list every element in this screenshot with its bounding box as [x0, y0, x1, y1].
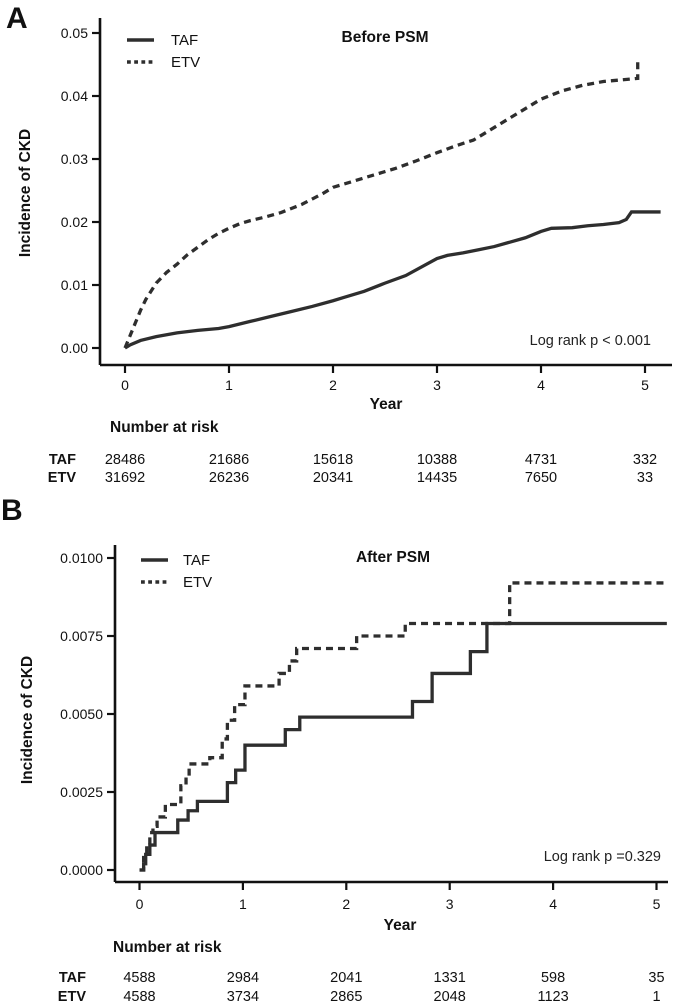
y-tick-label: 0.00 — [61, 340, 88, 356]
y-tick-label: 0.0100 — [60, 550, 103, 566]
y-tick-label: 0.0000 — [60, 862, 103, 878]
axis-lines — [113, 545, 668, 884]
axes-and-curves-a: 0.00 0.01 0.02 0.03 0.04 0.05 0 1 2 3 4 5 — [61, 18, 672, 393]
risk-table-header-a: Number at risk — [110, 419, 219, 436]
curve-taf — [139, 621, 667, 872]
x-tick-label: 5 — [653, 896, 661, 912]
x-tick-label: 2 — [329, 377, 337, 393]
logrank-annotation-b: Log rank p =0.329 — [544, 849, 661, 865]
legend-a: TAF ETV — [127, 32, 200, 71]
axes-and-curves-b: 0.0000 0.0025 0.0050 0.0075 0.0100 0 1 2 3 4 5 — [60, 545, 668, 912]
risk-value-taf-year4: 4731 — [524, 452, 558, 468]
panel-a-letter: A — [6, 2, 28, 35]
risk-value-etv-year4: 1123 — [537, 989, 569, 1005]
x-tick-label: 4 — [537, 377, 545, 393]
x-tick-label: 2 — [342, 896, 350, 912]
x-axis-title-a: Year — [370, 396, 403, 413]
y-tick-label: 0.0025 — [60, 784, 103, 800]
y-tick-label: 0.0050 — [60, 706, 103, 722]
risk-value-etv-year0: 4588 — [123, 989, 156, 1005]
risk-row-label-etv-a: ETV — [47, 470, 76, 486]
legend-etv-label: ETV — [183, 574, 212, 591]
risk-value-taf-year5: 332 — [632, 452, 658, 468]
risk-value-taf-year2: 2041 — [330, 970, 363, 986]
risk-value-etv-year2: 20341 — [312, 470, 354, 486]
y-tick-label: 0.0075 — [60, 628, 103, 644]
y-tick-label: 0.02 — [61, 214, 88, 230]
risk-value-taf-year5: 35 — [648, 970, 665, 986]
risk-value-taf-year2: 15618 — [312, 452, 354, 468]
y-axis-title-a: Incidence of CKD — [17, 129, 34, 257]
x-tick-label: 3 — [446, 896, 454, 912]
logrank-annotation-a: Log rank p < 0.001 — [530, 333, 651, 349]
x-tick-label: 3 — [433, 377, 441, 393]
x-axis-title-b: Year — [384, 917, 417, 934]
chart-b-title: After PSM — [356, 549, 430, 566]
risk-value-etv-year4: 7650 — [524, 470, 558, 486]
risk-value-taf-year0: 4588 — [123, 970, 156, 986]
x-tick-label: 4 — [549, 896, 557, 912]
risk-value-taf-year3: 10388 — [416, 452, 458, 468]
curve-taf — [124, 210, 661, 350]
risk-row-label-taf-a: TAF — [48, 452, 76, 468]
chart-b: 0.0000 0.0025 0.0050 0.0075 0.0100 0 1 2 3 4 5 TAF… — [19, 545, 668, 934]
x-tick-label: 1 — [239, 896, 247, 912]
axis-lines — [98, 18, 672, 367]
risk-value-etv-year5: 33 — [636, 470, 654, 486]
x-tick-label: 5 — [641, 377, 649, 393]
risk-row-label-etv-b: ETV — [57, 989, 86, 1005]
risk-value-etv-year1: 3734 — [226, 989, 260, 1005]
risk-value-etv-year2: 2865 — [330, 989, 363, 1005]
curve-etv — [139, 581, 667, 872]
risk-value-etv-year1: 26236 — [208, 470, 250, 486]
y-tick-label: 0.05 — [61, 25, 88, 41]
risk-value-taf-year3: 1331 — [433, 970, 466, 986]
legend-taf-label: TAF — [171, 32, 198, 49]
y-tick-label: 0.04 — [61, 88, 88, 104]
risk-value-taf-year1: 21686 — [208, 452, 250, 468]
panel-b-letter: B — [1, 494, 23, 527]
risk-value-etv-year5: 1 — [652, 989, 661, 1005]
x-tick-label: 0 — [136, 896, 144, 912]
risk-table-header-b: Number at risk — [113, 939, 222, 956]
risk-value-etv-year3: 2048 — [433, 989, 466, 1005]
x-tick-label: 0 — [121, 377, 129, 393]
risk-value-taf-year1: 2984 — [226, 970, 260, 986]
y-tick-label: 0.03 — [61, 151, 88, 167]
legend-taf-label: TAF — [183, 552, 210, 569]
risk-value-taf-year4: 598 — [540, 970, 566, 986]
y-axis-title-b: Incidence of CKD — [19, 656, 36, 784]
risk-value-taf-year0: 28486 — [104, 452, 146, 468]
legend-b: TAF ETV — [141, 552, 212, 591]
y-tick-label: 0.01 — [61, 277, 88, 293]
x-tick-label: 1 — [225, 377, 233, 393]
curve-etv — [123, 58, 640, 349]
chart-a: 0.00 0.01 0.02 0.03 0.04 0.05 0 1 2 3 4 5 TAF ETV B… — [17, 18, 672, 413]
risk-value-etv-year3: 14435 — [416, 470, 458, 486]
risk-value-etv-year0: 31692 — [104, 470, 146, 486]
risk-row-label-taf-b: TAF — [58, 970, 86, 986]
legend-etv-label: ETV — [171, 54, 200, 71]
chart-a-title: Before PSM — [342, 29, 429, 46]
